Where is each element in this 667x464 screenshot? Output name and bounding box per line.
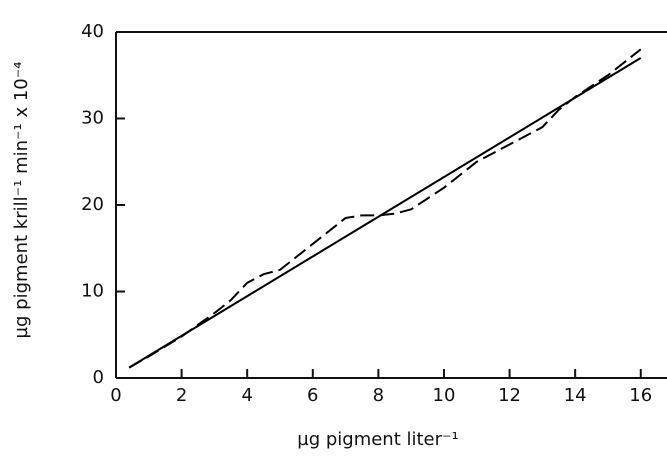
x-tick-label: 0 [110, 385, 121, 406]
x-tick-label: 6 [307, 385, 318, 406]
y-tick-label: 0 [93, 367, 104, 388]
x-tick-label: 12 [498, 385, 521, 406]
y-tick-label: 30 [81, 108, 104, 129]
y-tick-label: 10 [81, 281, 104, 302]
x-tick-label: 14 [564, 385, 587, 406]
x-axis-label: µg pigment liter⁻¹ [297, 429, 459, 450]
y-tick-label: 20 [81, 194, 104, 215]
y-axis-label: µg pigment krill⁻¹ min⁻¹ x 10⁻⁴ [11, 62, 32, 339]
y-tick-label: 40 [81, 21, 104, 42]
x-tick-label: 8 [373, 385, 384, 406]
x-tick-label: 16 [629, 385, 652, 406]
data-line [128, 57, 642, 369]
x-tick-label: 2 [176, 385, 187, 406]
x-tick-label: 10 [433, 385, 456, 406]
data-line [128, 48, 642, 369]
x-tick-label: 4 [241, 385, 252, 406]
